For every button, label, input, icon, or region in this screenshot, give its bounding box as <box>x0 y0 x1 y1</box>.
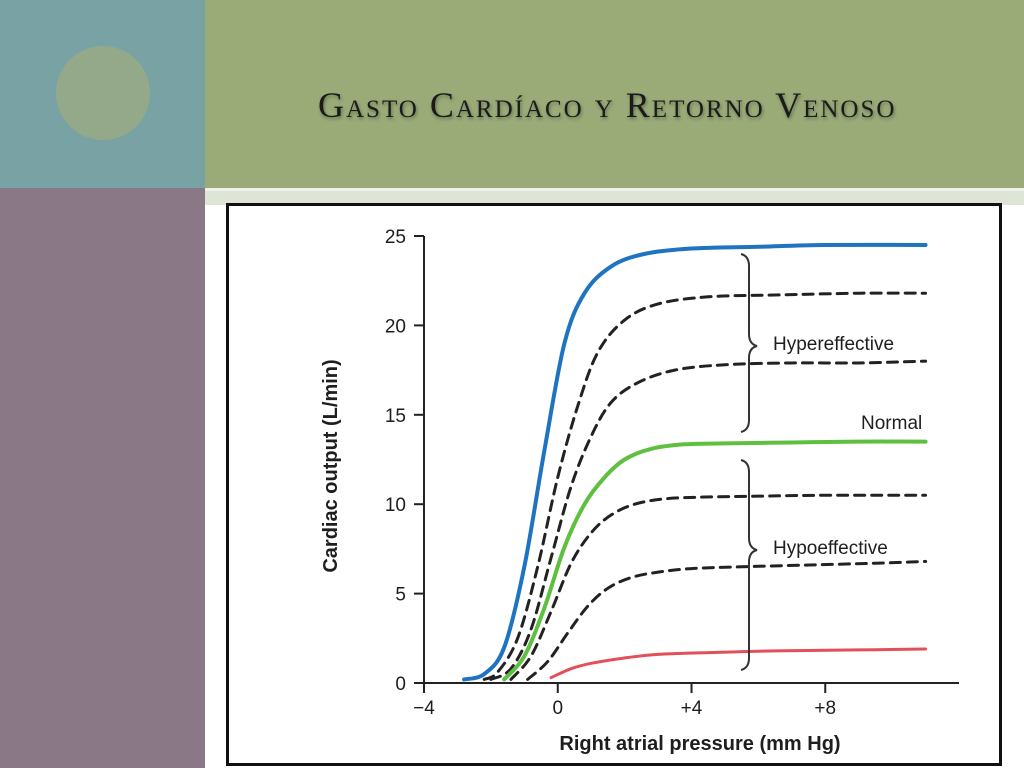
chart-annotations: Hypereffective Normal Hypoeffective <box>740 253 922 671</box>
series-line-2 <box>482 291 928 681</box>
series-line-6 <box>526 559 928 681</box>
series-line-4 <box>502 439 928 682</box>
decorative-circle <box>56 46 150 140</box>
chart-frame: 0 5 10 15 20 25 −4 0 +4 +8 Hypereffective Normal … <box>226 203 1002 766</box>
hypoeffective-label: Hypoeffective <box>773 538 888 559</box>
side-panel <box>0 188 205 768</box>
x-tick-label: 0 <box>552 698 563 719</box>
y-tick-label: 25 <box>385 227 406 248</box>
cardiac-output-chart: 0 5 10 15 20 25 −4 0 +4 +8 Hypereffective Normal … <box>320 227 959 755</box>
content-header-strip <box>205 191 1024 205</box>
y-tick-label: 10 <box>385 495 406 516</box>
x-tick-label: +4 <box>681 698 703 719</box>
y-tick-label: 0 <box>395 674 406 695</box>
divider-line <box>205 188 1024 191</box>
y-tick-label: 15 <box>385 406 406 427</box>
hypoeffective-brace <box>740 459 758 671</box>
series-line-3 <box>489 359 928 681</box>
x-tick-label: +8 <box>814 698 836 719</box>
x-tick-label: −4 <box>413 698 435 719</box>
hypereffective-label: Hypereffective <box>773 334 894 355</box>
normal-label: Normal <box>861 413 922 434</box>
slide-title: Gasto Cardíaco y Retorno Venoso <box>318 85 897 125</box>
y-axis-label: Cardiac output (L/min) <box>320 359 342 572</box>
x-axis-label: Right atrial pressure (mm Hg) <box>559 733 840 755</box>
y-tick-label: 20 <box>385 316 406 337</box>
series-line-7 <box>549 647 928 680</box>
chart-series <box>462 242 928 682</box>
title-banner <box>205 0 1024 188</box>
hypereffective-brace <box>740 253 758 433</box>
chart-axes: 0 5 10 15 20 25 −4 0 +4 +8 <box>385 227 959 719</box>
series-line-1 <box>462 242 928 682</box>
y-tick-label: 5 <box>395 585 406 606</box>
series-line-5 <box>509 493 928 681</box>
